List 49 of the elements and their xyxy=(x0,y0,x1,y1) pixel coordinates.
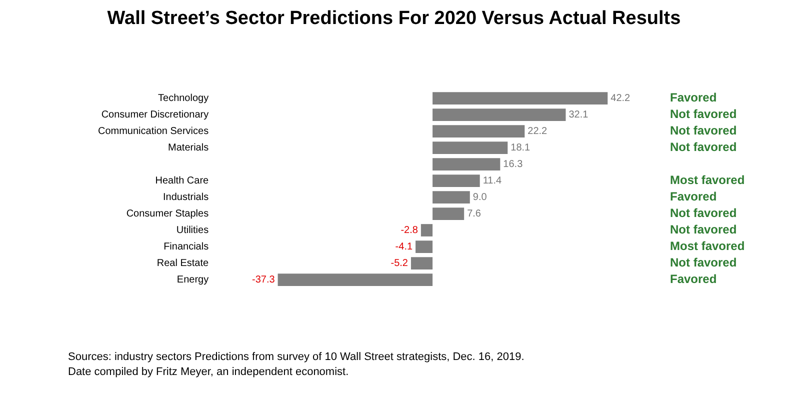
data-label: 11.4 xyxy=(482,176,502,186)
data-label: 32.1 xyxy=(568,110,589,120)
y-tick-label: Real Estate xyxy=(156,258,210,269)
bar xyxy=(278,274,433,286)
bar xyxy=(432,208,464,220)
bar xyxy=(432,174,480,187)
chart-title: Wall Street’s Sector Predictions For 2020 Versus Actual Results xyxy=(106,8,682,30)
data-label: -5.2 xyxy=(390,258,408,269)
bar xyxy=(432,142,508,154)
bar xyxy=(420,224,433,236)
y2-tick-label: Not favored xyxy=(670,107,737,122)
y2-tick-label: Favored xyxy=(670,190,717,204)
data-label: 18.1 xyxy=(510,142,531,154)
bar xyxy=(432,191,470,204)
bar xyxy=(432,92,608,104)
y-tick-label: Industrials xyxy=(163,192,209,203)
y2-tick-label: Favored xyxy=(670,272,717,286)
data-label: 42.2 xyxy=(610,93,631,104)
bar xyxy=(410,257,433,270)
text: Date compiled by Fritz Meyer, an independent economist. xyxy=(68,365,350,380)
data-label: -2.8 xyxy=(400,225,418,236)
y-tick-label: Materials xyxy=(168,142,209,154)
bar xyxy=(432,108,566,121)
y2-tick-label: Most favored xyxy=(670,173,745,188)
bar xyxy=(416,240,433,253)
data-label: 16.3 xyxy=(503,159,524,170)
y-tick-label: Communication Services xyxy=(98,126,209,137)
y-tick-label: Health Care xyxy=(155,176,210,186)
data-label: 22.2 xyxy=(528,126,548,137)
data-label: 7.6 xyxy=(467,208,482,220)
y-tick-label: Energy xyxy=(176,274,209,286)
y2-tick-label: Not favored xyxy=(670,222,737,237)
data-label: -4.1 xyxy=(395,242,413,252)
y-tick-label: Financials xyxy=(164,242,209,252)
y-tick-label: Consumer Staples xyxy=(126,208,209,220)
y2-tick-label: Not favored xyxy=(670,256,737,270)
data-label: -37.3 xyxy=(252,274,276,286)
source-note: Sources: industry sectors Predictions from survey of 10 Wall Street strategists, Dec. 16, 2019. xyxy=(68,350,526,365)
bar xyxy=(432,125,525,138)
bar xyxy=(432,158,500,170)
y2-tick-label: Not favored xyxy=(670,124,737,138)
y2-tick-label: Not favored xyxy=(670,140,737,154)
y2-tick-label: Most favored xyxy=(670,239,745,254)
y-tick-label: Technology xyxy=(158,93,209,104)
y2-tick-label: Not favored xyxy=(670,206,737,220)
y2-tick-label: Favored xyxy=(670,90,717,105)
y-tick-label: Utilities xyxy=(176,225,209,236)
y-tick-label: Consumer Discretionary xyxy=(101,110,209,120)
data-label: 9.0 xyxy=(472,192,488,203)
